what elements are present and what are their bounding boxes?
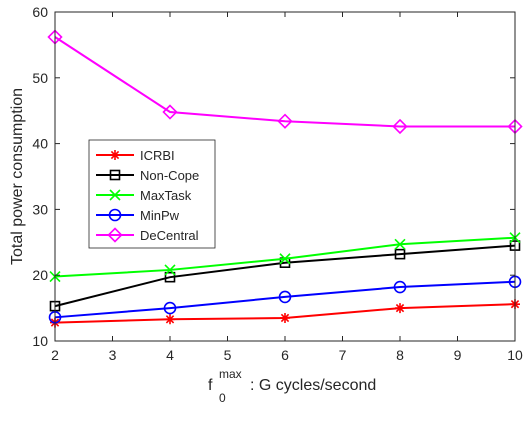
data-point-minpw [278,290,292,304]
legend-item-icrbi: ICRBI [96,148,175,163]
data-point-minpw [163,301,177,315]
legend-label: Non-Cope [140,168,199,183]
series-line-minpw [54,280,516,319]
legend-label: DeCentral [140,228,199,243]
y-tick-label: 50 [32,70,48,86]
data-point-maxtask [279,253,291,265]
legend-label: ICRBI [140,148,175,163]
y-tick-label: 30 [32,201,48,217]
data-point-decentral [392,118,408,135]
x-axis-label: f max 0 : G cycles/second [208,367,376,405]
x-axis-label-symbol: f [208,377,213,394]
legend-marker [109,189,121,201]
legend-item-decentral: DeCentral [96,227,199,243]
x-tick-label: 8 [396,347,404,363]
y-tick-label: 10 [32,333,48,349]
y-tick-label: 40 [32,136,48,152]
y-axis-label: Total power consumption [9,88,26,265]
legend-label: MinPw [140,208,180,223]
data-point-icrbi [280,312,290,323]
data-point-maxtask [394,238,406,250]
legend-label: MaxTask [140,188,192,203]
x-tick-label: 3 [109,347,117,363]
series-decentral [47,29,523,135]
ticks-layer: 2 3 4 5 6 7 8 9 10 10 20 30 40 50 60 [32,4,523,363]
data-point-non-cope [164,271,176,283]
x-tick-label: 2 [51,347,59,363]
legend-marker [110,150,120,160]
x-tick-label: 10 [507,347,523,363]
legend-item-maxtask: MaxTask [96,188,192,203]
y-tick-label: 20 [32,267,48,283]
data-point-maxtask [164,264,176,276]
data-point-icrbi [395,303,405,314]
legend: ICRBI Non-Cope MaxTask MinPw DeCentral [88,139,216,249]
data-point-non-cope [394,248,406,260]
x-axis-label-superscript: max [219,367,242,381]
legend-marker [108,208,122,222]
x-axis-label-units: : G cycles/second [250,377,376,394]
x-axis-label-subscript: 0 [219,391,226,405]
data-point-icrbi [165,314,175,325]
legend-item-non-cope: Non-Cope [96,168,199,183]
x-tick-label: 6 [281,347,289,363]
x-tick-label: 9 [454,347,462,363]
data-point-minpw [393,280,407,294]
x-tick-label: 7 [339,347,347,363]
series-line-non-cope [54,244,516,308]
x-tick-label: 4 [166,347,174,363]
series-line-decentral [54,36,515,128]
data-point-decentral [277,113,293,129]
legend-marker [109,169,121,181]
y-tick-label: 60 [32,4,48,20]
data-point-decentral [162,104,178,120]
legend-item-minpw: MinPw [96,208,180,223]
legend-marker [107,227,123,243]
x-tick-label: 5 [224,347,232,363]
